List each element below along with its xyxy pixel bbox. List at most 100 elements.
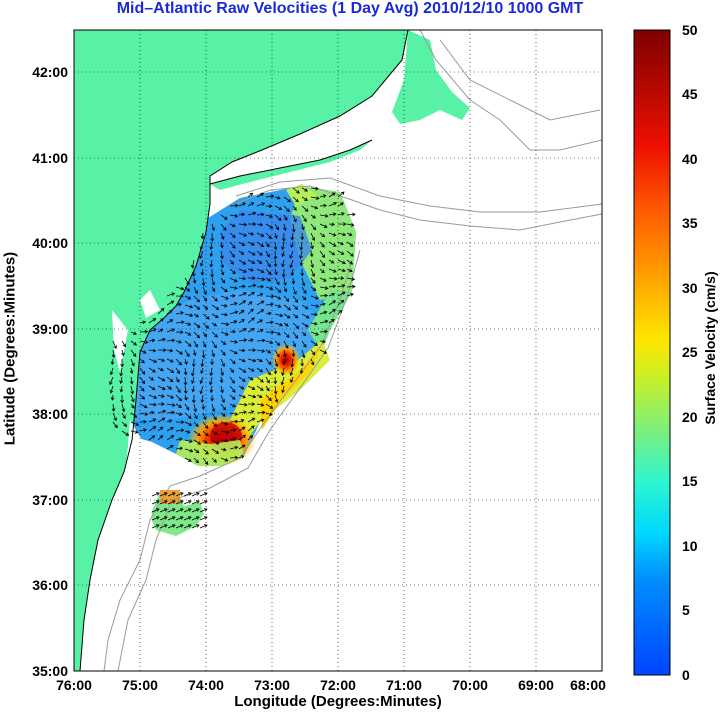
velocity-vector-head	[153, 359, 158, 363]
velocity-vector-head	[170, 435, 175, 439]
velocity-vector-head	[186, 288, 191, 292]
velocity-vector	[310, 259, 314, 268]
colorbar-tick: 45	[682, 86, 698, 102]
velocity-vector-head	[232, 245, 236, 249]
velocity-vector	[121, 421, 127, 427]
velocity-vector	[256, 259, 262, 264]
velocity-vector	[211, 322, 217, 327]
velocity-vector-head	[111, 354, 116, 359]
velocity-vector-head	[266, 243, 270, 248]
velocity-vector	[256, 250, 263, 256]
velocity-vector-head	[180, 428, 185, 433]
velocity-vector-head	[301, 282, 306, 287]
velocity-vector	[310, 286, 316, 291]
velocity-vector	[148, 349, 156, 352]
velocity-vector	[220, 367, 224, 376]
velocity-vector-head	[322, 339, 326, 344]
velocity-vector	[175, 321, 184, 324]
velocity-vector-head	[340, 202, 344, 206]
velocity-vector-head	[283, 282, 287, 286]
velocity-vector-head	[153, 395, 158, 399]
velocity-vector	[139, 358, 145, 364]
x-axis-label: Longitude (Degrees:Minutes)	[234, 693, 442, 710]
velocity-vector	[157, 417, 165, 423]
velocity-vector-head	[287, 306, 291, 311]
velocity-vector-head	[159, 328, 164, 333]
velocity-vector-head	[110, 397, 115, 401]
velocity-vector	[319, 303, 326, 306]
velocity-vector	[210, 241, 213, 250]
velocity-vector	[211, 313, 219, 318]
velocity-vector-head	[224, 288, 228, 293]
velocity-vector-head	[196, 324, 201, 328]
velocity-vector-head	[338, 309, 343, 314]
velocity-vector	[220, 394, 225, 403]
velocity-vector-head	[290, 379, 294, 384]
velocity-vector	[337, 300, 344, 306]
velocity-vector	[211, 403, 215, 412]
velocity-vector-head	[232, 293, 236, 298]
velocity-vector-head	[195, 500, 200, 504]
x-tick: 71:00	[386, 677, 422, 693]
velocity-vector	[175, 376, 180, 383]
velocity-vector-head	[276, 281, 280, 286]
velocity-vector-head	[262, 410, 266, 415]
velocity-vector	[337, 202, 344, 207]
velocity-vector-head	[324, 329, 328, 334]
velocity-vector	[202, 340, 206, 348]
velocity-vector-head	[170, 426, 174, 431]
velocity-vector	[346, 232, 352, 236]
velocity-vector-head	[187, 492, 192, 496]
velocity-vector	[238, 455, 244, 459]
velocity-vector-head	[179, 524, 184, 528]
velocity-vector-head	[111, 408, 116, 412]
velocity-vector	[175, 438, 182, 441]
velocity-vector-head	[289, 372, 294, 376]
velocity-vector	[175, 358, 182, 366]
velocity-vector	[238, 268, 247, 273]
velocity-vector	[184, 385, 187, 394]
velocity-vector	[139, 367, 146, 375]
velocity-vector-head	[186, 281, 190, 286]
velocity-vector-head	[321, 262, 326, 267]
velocity-vector	[220, 304, 228, 307]
velocity-vector	[166, 358, 174, 363]
x-tick: 74:00	[188, 677, 224, 693]
velocity-vector-head	[215, 314, 219, 318]
velocity-vector	[337, 250, 344, 255]
velocity-vector-head	[240, 251, 245, 255]
velocity-vector-head	[213, 416, 217, 421]
velocity-vector-head	[162, 409, 167, 414]
map-title: Mid–Atlantic Raw Velocities (1 Day Avg) …	[116, 0, 584, 17]
velocity-vector	[210, 250, 213, 257]
velocity-vector	[238, 285, 246, 288]
velocity-vector-head	[178, 404, 182, 408]
velocity-vector	[191, 492, 200, 497]
velocity-vector-head	[252, 348, 257, 352]
velocity-vector-head	[233, 320, 238, 324]
velocity-vector-head	[135, 422, 140, 426]
velocity-vector-head	[252, 211, 257, 216]
velocity-vector-head	[203, 416, 207, 421]
velocity-vector	[151, 516, 160, 521]
velocity-vector	[283, 205, 290, 212]
x-tick: 69:00	[518, 677, 554, 693]
velocity-vector	[256, 349, 265, 352]
velocity-vector	[256, 202, 265, 207]
velocity-vector	[337, 268, 346, 272]
velocity-vector	[256, 309, 264, 315]
velocity-vector-head	[267, 263, 271, 268]
velocity-vector	[238, 202, 246, 207]
velocity-vector-head	[234, 310, 239, 315]
velocity-vector	[148, 411, 155, 414]
velocity-vector-head	[299, 255, 303, 260]
velocity-vector	[265, 367, 271, 375]
velocity-vector-head	[219, 379, 224, 384]
velocity-vector-head	[224, 216, 228, 220]
velocity-vector-head	[169, 319, 174, 323]
velocity-vector	[256, 411, 265, 414]
velocity-vector	[274, 313, 283, 317]
velocity-vector-head	[268, 361, 272, 366]
y-tick: 37:00	[32, 492, 68, 508]
